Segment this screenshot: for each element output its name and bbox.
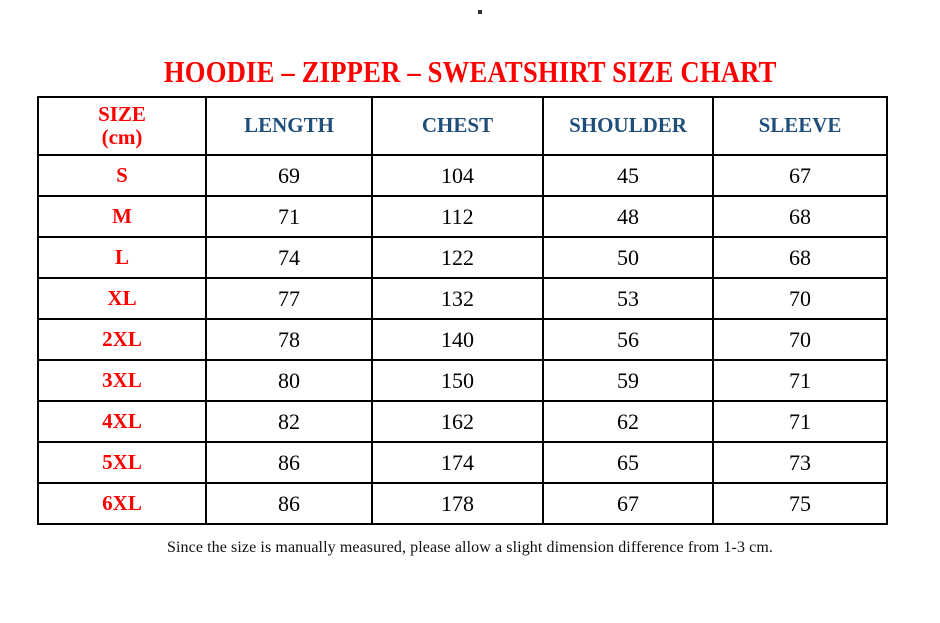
size-label: S: [37, 154, 207, 197]
shoulder-value: 45: [542, 154, 714, 197]
chest-value: 150: [371, 359, 544, 402]
length-value: 77: [205, 277, 373, 320]
length-value: 82: [205, 400, 373, 443]
chest-value: 162: [371, 400, 544, 443]
table-row-2xl: 2XL 78 140 56 70: [37, 318, 888, 361]
shoulder-value: 65: [542, 441, 714, 484]
table-row-3xl: 3XL 80 150 59 71: [37, 359, 888, 402]
header-size-line2: (cm): [101, 125, 143, 149]
length-value: 80: [205, 359, 373, 402]
sleeve-value: 67: [712, 154, 888, 197]
shoulder-value: 56: [542, 318, 714, 361]
size-chart-table: SIZE (cm) LENGTH CHEST SHOULDER SLEEVE S…: [37, 96, 888, 525]
chest-value: 140: [371, 318, 544, 361]
sleeve-value: 70: [712, 277, 888, 320]
table-row-l: L 74 122 50 68: [37, 236, 888, 279]
length-value: 86: [205, 441, 373, 484]
shoulder-value: 48: [542, 195, 714, 238]
length-value: 71: [205, 195, 373, 238]
stray-dot-mark: [478, 10, 482, 14]
sleeve-value: 68: [712, 236, 888, 279]
length-value: 78: [205, 318, 373, 361]
length-value: 86: [205, 482, 373, 525]
table-row-m: M 71 112 48 68: [37, 195, 888, 238]
sleeve-value: 70: [712, 318, 888, 361]
chest-value: 112: [371, 195, 544, 238]
shoulder-value: 67: [542, 482, 714, 525]
header-length: LENGTH: [205, 96, 373, 156]
header-sleeve: SLEEVE: [712, 96, 888, 156]
table-row-4xl: 4XL 82 162 62 71: [37, 400, 888, 443]
sleeve-value: 71: [712, 359, 888, 402]
table-row-s: S 69 104 45 67: [37, 154, 888, 197]
size-label: XL: [37, 277, 207, 320]
table-header-row: SIZE (cm) LENGTH CHEST SHOULDER SLEEVE: [37, 96, 888, 156]
length-value: 69: [205, 154, 373, 197]
size-label: 5XL: [37, 441, 207, 484]
chest-value: 104: [371, 154, 544, 197]
page-title: HOODIE – ZIPPER – SWEATSHIRT SIZE CHART: [0, 54, 940, 90]
size-label: 2XL: [37, 318, 207, 361]
size-label: M: [37, 195, 207, 238]
chest-value: 178: [371, 482, 544, 525]
size-label: 6XL: [37, 482, 207, 525]
shoulder-value: 59: [542, 359, 714, 402]
chest-value: 174: [371, 441, 544, 484]
shoulder-value: 53: [542, 277, 714, 320]
header-shoulder: SHOULDER: [542, 96, 714, 156]
size-label: 3XL: [37, 359, 207, 402]
table-row-xl: XL 77 132 53 70: [37, 277, 888, 320]
chest-value: 132: [371, 277, 544, 320]
header-chest: CHEST: [371, 96, 544, 156]
sleeve-value: 73: [712, 441, 888, 484]
page-title-text: HOODIE – ZIPPER – SWEATSHIRT SIZE CHART: [163, 53, 777, 89]
table-row-6xl: 6XL 86 178 67 75: [37, 482, 888, 525]
table-row-5xl: 5XL 86 174 65 73: [37, 441, 888, 484]
header-size-cm: SIZE (cm): [37, 96, 207, 156]
chest-value: 122: [371, 236, 544, 279]
size-label: L: [37, 236, 207, 279]
length-value: 74: [205, 236, 373, 279]
size-label: 4XL: [37, 400, 207, 443]
sleeve-value: 68: [712, 195, 888, 238]
sleeve-value: 71: [712, 400, 888, 443]
measurement-disclaimer: Since the size is manually measured, ple…: [166, 539, 774, 556]
header-size-line1: SIZE: [98, 101, 146, 126]
shoulder-value: 62: [542, 400, 714, 443]
sleeve-value: 75: [712, 482, 888, 525]
shoulder-value: 50: [542, 236, 714, 279]
